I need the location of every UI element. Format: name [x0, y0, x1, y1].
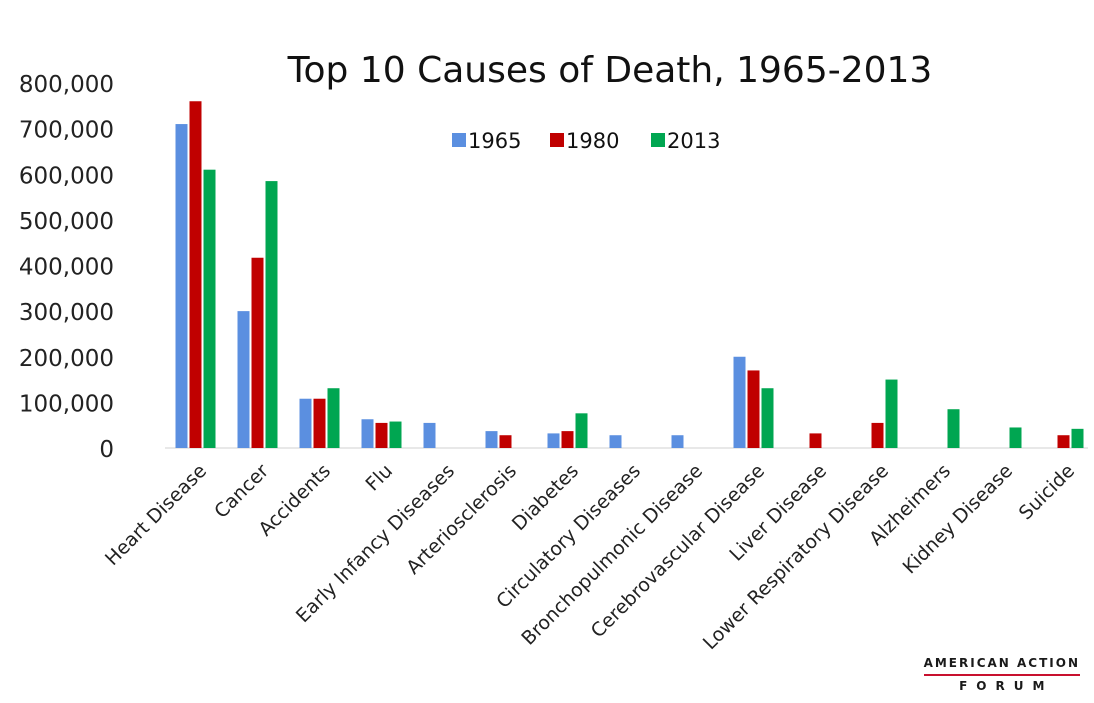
x-tick-label: Arteriosclerosis	[402, 460, 521, 579]
bar-1965	[733, 356, 746, 448]
american-action-forum-logo: AMERICAN ACTION FORUM	[923, 656, 1080, 693]
bar-2013	[575, 413, 588, 448]
bar-1965	[671, 435, 684, 448]
bar-1980	[561, 431, 574, 448]
bar-2013	[203, 169, 216, 448]
bar-2013	[327, 388, 340, 448]
bar-2013	[761, 388, 774, 448]
bar-1965	[175, 124, 188, 448]
legend-swatch-1980	[550, 133, 564, 147]
bar-1980	[809, 433, 822, 448]
y-tick-label: 800,000	[19, 72, 114, 98]
x-tick-label: Cancer	[210, 460, 273, 523]
y-tick-label: 700,000	[19, 118, 114, 144]
logo-divider	[923, 674, 1080, 676]
bar-1980	[313, 398, 326, 448]
y-tick-label: 500,000	[19, 209, 114, 235]
bar-1965	[299, 398, 312, 448]
bar-2013	[1009, 427, 1022, 448]
bar-1965	[485, 431, 498, 448]
legend-label: 1980	[566, 129, 619, 153]
bar-1965	[237, 311, 250, 448]
x-tick-label: Kidney Disease	[899, 460, 1017, 578]
bar-1965	[547, 433, 560, 448]
x-tick-label: Suicide	[1015, 460, 1079, 524]
bar-2013	[885, 379, 898, 448]
bar-1980	[251, 257, 264, 448]
bar-1965	[609, 435, 622, 448]
bar-2013	[389, 421, 402, 448]
bar-1980	[747, 370, 760, 448]
bar-2013	[265, 181, 278, 448]
x-tick-label: Heart Disease	[101, 460, 211, 570]
y-tick-label: 400,000	[19, 255, 114, 281]
y-tick-label: 600,000	[19, 163, 114, 189]
bar-1980	[1057, 435, 1070, 448]
bar-1980	[499, 435, 512, 448]
y-tick-label: 200,000	[19, 346, 114, 372]
y-tick-label: 0	[99, 437, 114, 463]
bar-2013	[947, 409, 960, 448]
y-tick-label: 100,000	[19, 391, 114, 417]
legend-swatch-2013	[651, 133, 665, 147]
x-tick-label: Flu	[362, 460, 398, 496]
legend-label: 2013	[667, 129, 720, 153]
logo-top-text: AMERICAN ACTION	[923, 656, 1080, 670]
chart-title: Top 10 Causes of Death, 1965-2013	[287, 50, 933, 91]
bar-1980	[871, 422, 884, 448]
bar-1965	[361, 419, 374, 448]
legend-label: 1965	[468, 129, 521, 153]
logo-bottom-text: FORUM	[959, 679, 1054, 693]
bar-2013	[1071, 428, 1084, 448]
legend-swatch-1965	[452, 133, 466, 147]
y-tick-label: 300,000	[19, 300, 114, 326]
bar-1980	[189, 101, 202, 448]
bar-1980	[375, 422, 388, 448]
bar-1965	[423, 422, 436, 448]
